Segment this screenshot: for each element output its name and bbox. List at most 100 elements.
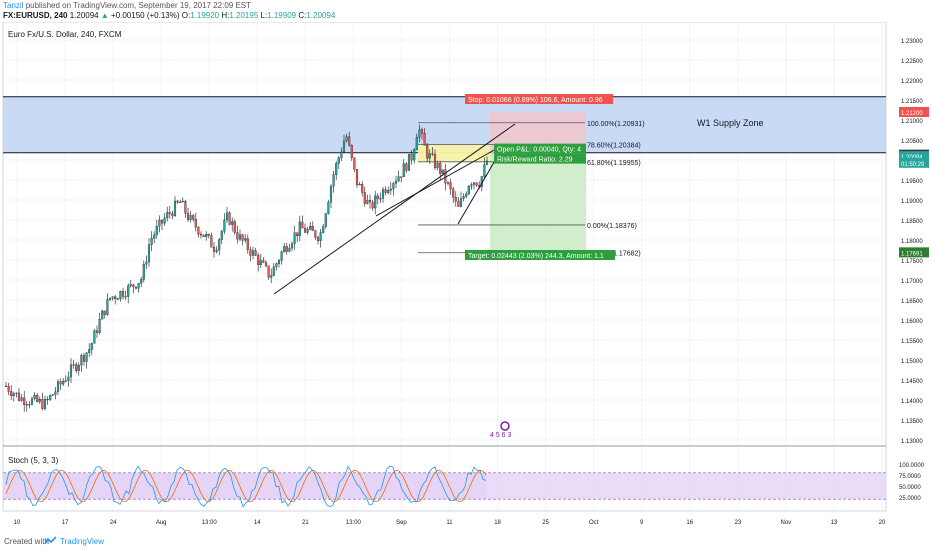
price-tick-label: 1.14000	[901, 399, 923, 405]
tradingview-link[interactable]: TradingView	[60, 537, 105, 546]
candle-body	[77, 364, 80, 371]
candle	[358, 182, 361, 186]
candle-body	[329, 186, 333, 203]
candle-body	[472, 182, 476, 185]
stop-label-text: Stop: 0.01066 (0.89%) 106.6, Amount: 0.9…	[468, 97, 603, 104]
time-tick-label: 16	[686, 520, 693, 526]
candle-body	[82, 355, 86, 362]
price-tick-label: 1.16500	[901, 299, 923, 305]
candle	[147, 238, 151, 267]
candle	[101, 309, 104, 320]
candle-body	[28, 404, 31, 406]
pnl-label: Open P&L: 0.00040, Qty: 4	[494, 143, 586, 154]
stoch-band-future	[487, 472, 886, 500]
candle	[202, 234, 205, 238]
candle-body	[264, 262, 268, 266]
candle	[142, 260, 145, 283]
candle-body	[316, 237, 320, 242]
last-price: 1.20094	[69, 11, 99, 20]
candle-body	[225, 212, 229, 221]
candle-body	[387, 190, 390, 193]
candle	[210, 232, 213, 248]
candle-body	[452, 188, 455, 198]
price-label: 1.21200	[899, 107, 929, 117]
candle-body	[103, 310, 106, 315]
candle-body	[111, 296, 114, 299]
candle-body	[355, 169, 359, 185]
candle-body	[384, 189, 387, 193]
candle	[288, 243, 291, 253]
candle-body	[181, 201, 184, 203]
candle	[327, 199, 330, 215]
candle-body	[407, 153, 411, 171]
candle	[322, 223, 325, 234]
author-link[interactable]: Tanzil	[3, 1, 24, 10]
candle	[236, 225, 239, 244]
candle	[376, 193, 379, 205]
candle-body	[262, 260, 265, 263]
candle-body	[400, 176, 403, 178]
candle	[309, 222, 312, 231]
candle-body	[267, 265, 270, 278]
candle	[129, 279, 132, 288]
candle-body	[17, 392, 21, 401]
open-label: O:	[181, 11, 191, 20]
candle	[12, 391, 15, 402]
candle	[389, 181, 392, 195]
candle-body	[324, 213, 327, 227]
price-tick-label: 1.23000	[901, 39, 923, 45]
candle	[384, 186, 387, 196]
open-value: 1.19920	[190, 11, 220, 20]
candle	[171, 210, 174, 220]
candle-body	[332, 174, 335, 187]
chart-frame	[2, 22, 887, 512]
candle-body	[394, 180, 398, 184]
candle-body	[322, 226, 325, 233]
candle-body	[134, 286, 138, 289]
candle	[350, 144, 353, 162]
candle-body	[137, 283, 140, 289]
candle	[249, 246, 252, 262]
candle	[332, 170, 335, 193]
target-label-text: Target: 0.02443 (2.03%) 244.3, Amount: 1…	[468, 253, 604, 260]
price-label-bg	[899, 247, 929, 258]
candle	[314, 229, 317, 240]
candle	[189, 211, 192, 223]
candle-body	[15, 392, 18, 394]
candle	[449, 178, 452, 195]
symbol-label[interactable]: FX:EURUSD, 240	[3, 11, 68, 20]
candle-body	[257, 255, 260, 266]
high-value: 1.20195	[229, 11, 259, 20]
candle	[166, 206, 169, 222]
candle-body	[49, 395, 52, 400]
candle	[192, 214, 195, 222]
candle	[485, 156, 489, 166]
candle-body	[405, 163, 408, 171]
price-label-bg	[899, 107, 929, 117]
stoch-k-line	[5, 465, 487, 508]
candle	[85, 352, 88, 369]
candle-body	[436, 162, 439, 168]
candle-body	[483, 164, 486, 177]
candle	[54, 386, 57, 400]
candle-body	[75, 364, 78, 371]
candle-body	[306, 229, 309, 233]
price-tick-label: 1.14500	[901, 379, 923, 385]
candle	[220, 229, 223, 245]
fib-level-label: 78.60%(1.20384)	[587, 143, 641, 150]
candle-body	[348, 136, 351, 146]
candle	[225, 206, 229, 223]
tradingview-logo-icon	[44, 536, 57, 545]
stoch-tick-label: 100.0000	[899, 463, 925, 469]
candle	[179, 199, 182, 203]
candle	[69, 358, 73, 384]
candle-body	[433, 154, 437, 168]
price-tick-label: 1.21500	[901, 99, 923, 105]
candle	[342, 134, 346, 153]
candle	[228, 211, 231, 226]
candle	[337, 155, 340, 170]
candle-body	[335, 163, 338, 175]
price-chart[interactable]: W1 Supply Zone 100.00%(1.20931) 78.60%(1.…	[0, 22, 932, 533]
stoch-tick-label: 25.0000	[899, 496, 921, 502]
candle	[134, 286, 138, 290]
